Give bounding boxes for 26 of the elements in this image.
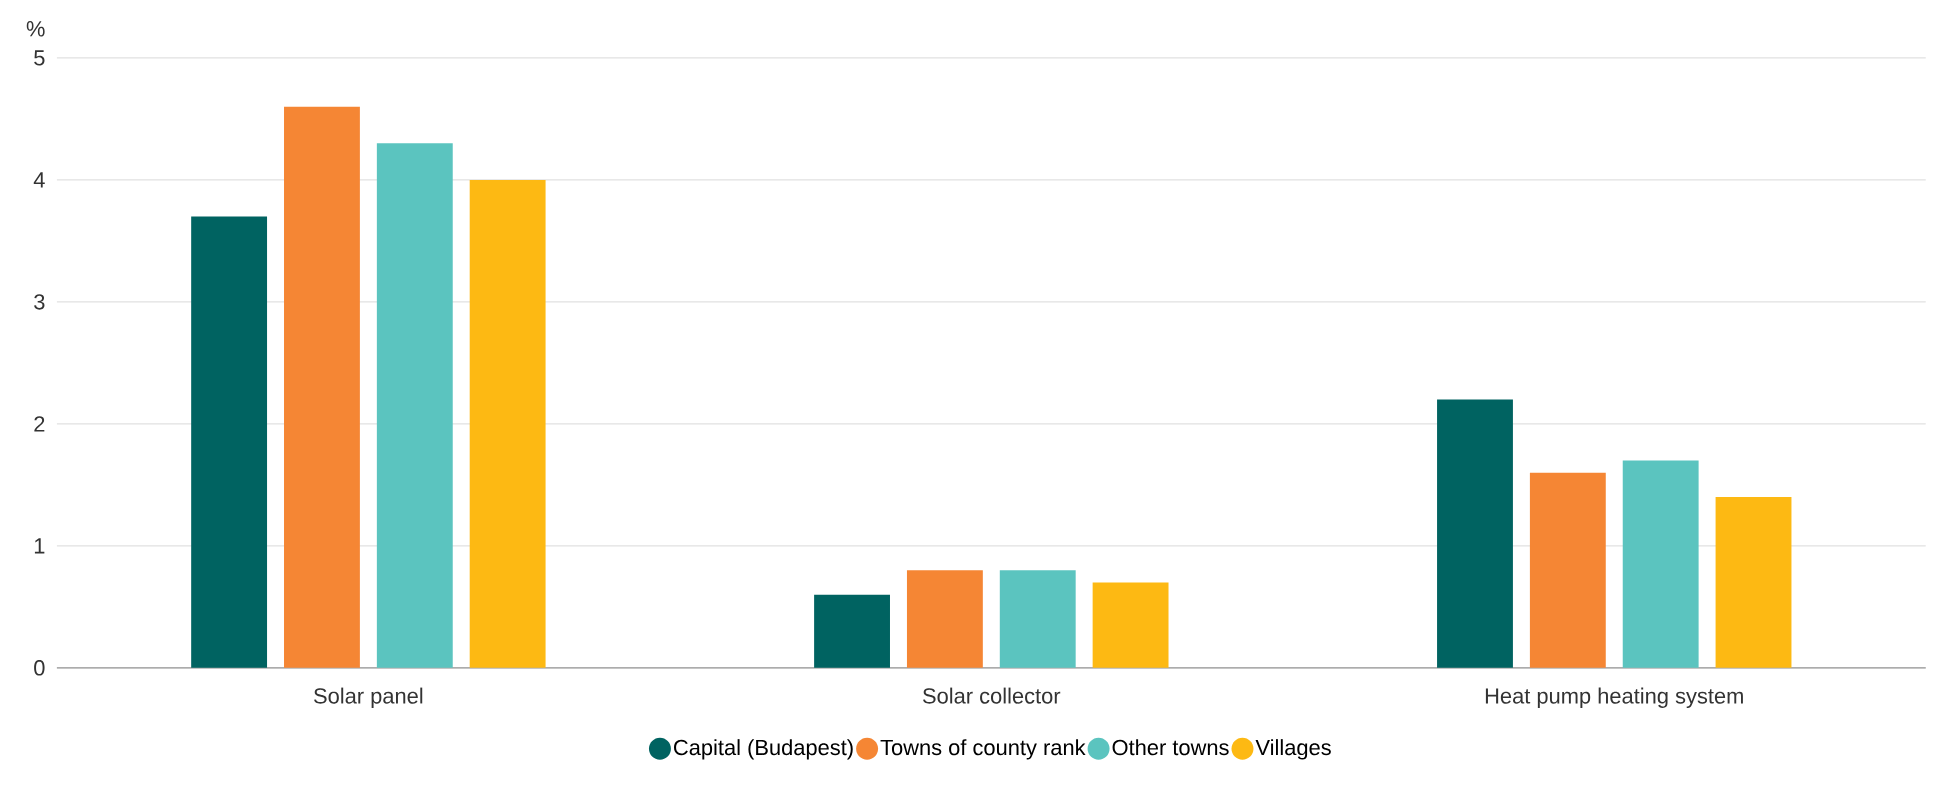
bar — [1529, 472, 1606, 669]
bar — [999, 570, 1076, 669]
bar — [1092, 582, 1169, 669]
bar — [906, 570, 983, 669]
bar — [284, 106, 360, 669]
x-tick-label: Heat pump heating system — [1485, 687, 1743, 709]
y-tick-label: 0 — [34, 660, 45, 676]
y-axis-title: % — [26, 21, 45, 37]
bar — [191, 216, 268, 669]
y-tick-label: 4 — [33, 172, 45, 188]
bar — [1437, 399, 1513, 669]
legend-label: Towns of county rank — [880, 739, 1086, 760]
x-tick-label: Solar panel — [314, 687, 423, 709]
y-tick-label: 3 — [34, 294, 45, 310]
bar — [814, 594, 890, 669]
bar — [469, 180, 546, 669]
bar — [376, 143, 453, 669]
y-tick-label: 1 — [34, 538, 45, 554]
bar — [1715, 497, 1792, 669]
legend-label: Capital (Budapest) — [674, 739, 853, 760]
x-tick-label: Solar collector — [923, 687, 1061, 704]
y-tick-label: 2 — [34, 416, 45, 432]
legend-label: Villages — [1255, 739, 1331, 760]
legend-label: Other towns — [1112, 739, 1229, 756]
bar — [1622, 460, 1699, 669]
y-tick-label: 5 — [34, 50, 45, 66]
